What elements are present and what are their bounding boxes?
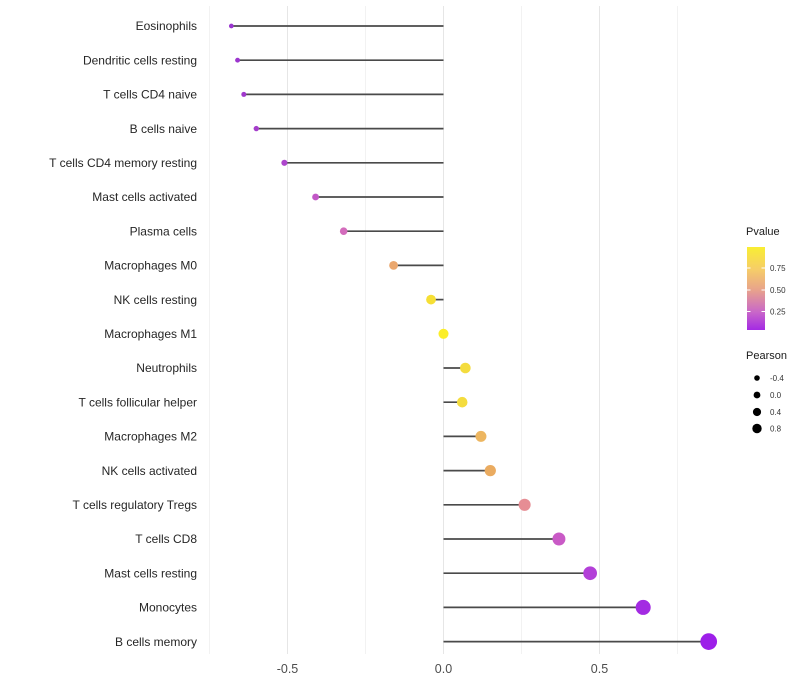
category-label: Eosinophils: [136, 19, 197, 33]
pvalue-tick-label: 0.50: [770, 286, 786, 295]
lollipop-dot: [700, 633, 718, 650]
x-tick-label: -0.5: [277, 662, 299, 676]
x-tick-label: 0.5: [591, 662, 608, 676]
category-label: B cells memory: [115, 635, 197, 649]
lollipop-dot: [583, 566, 598, 581]
category-label: Macrophages M2: [104, 430, 197, 444]
category-label: Plasma cells: [130, 224, 197, 238]
lollipop-dot: [253, 125, 259, 132]
lollipop-dot: [389, 260, 398, 270]
lollipop-dot: [235, 57, 241, 63]
category-label: T cells CD4 memory resting: [49, 156, 197, 170]
pearson-size-label: 0.4: [770, 408, 782, 417]
lollipop-dot: [475, 430, 487, 442]
category-label: NK cells resting: [114, 293, 197, 307]
lollipop-dot: [281, 159, 288, 166]
lollipop-dot: [518, 498, 531, 511]
pearson-size-dot: [753, 391, 761, 399]
lollipop-dot: [484, 464, 496, 477]
pearson-legend-title: Pearson: [746, 350, 787, 362]
category-label: Neutrophils: [136, 361, 197, 375]
lollipop-dot: [438, 328, 449, 339]
lollipop-dot: [312, 193, 320, 201]
lollipop-dot: [228, 23, 234, 29]
pearson-size-dot: [752, 407, 762, 417]
pvalue-tick-label: 0.75: [770, 264, 786, 273]
lollipop-dot: [460, 362, 471, 374]
pearson-size-label: 0.0: [770, 391, 782, 400]
category-label: NK cells activated: [102, 464, 197, 478]
lollipop-dot: [456, 396, 468, 408]
pearson-size-dot: [754, 375, 760, 381]
category-label: Macrophages M1: [104, 327, 197, 341]
category-label: T cells regulatory Tregs: [73, 498, 198, 512]
pvalue-tick-label: 0.25: [770, 308, 786, 317]
pvalue-legend-title: Pvalue: [746, 226, 780, 238]
pearson-size-dot: [752, 423, 762, 434]
x-tick-label: 0.0: [435, 662, 452, 676]
category-label: T cells CD8: [135, 532, 197, 546]
category-label: T cells follicular helper: [79, 395, 198, 409]
lollipop-dot: [635, 599, 651, 615]
category-label: T cells CD4 naive: [103, 88, 197, 102]
category-label: Mast cells resting: [104, 566, 197, 580]
lollipop-dot: [426, 294, 436, 305]
pearson-size-label: 0.8: [770, 425, 782, 434]
category-label: Mast cells activated: [92, 190, 197, 204]
category-label: Dendritic cells resting: [83, 53, 197, 67]
pearson-size-label: -0.4: [770, 374, 784, 383]
category-label: Monocytes: [139, 601, 197, 615]
category-label: B cells naive: [130, 122, 198, 136]
category-label: Macrophages M0: [104, 259, 197, 273]
pvalue-gradient-bar: [747, 247, 765, 330]
lollipop-dot: [552, 532, 566, 546]
lollipop-dot: [241, 91, 247, 97]
lollipop-dot: [339, 227, 348, 235]
